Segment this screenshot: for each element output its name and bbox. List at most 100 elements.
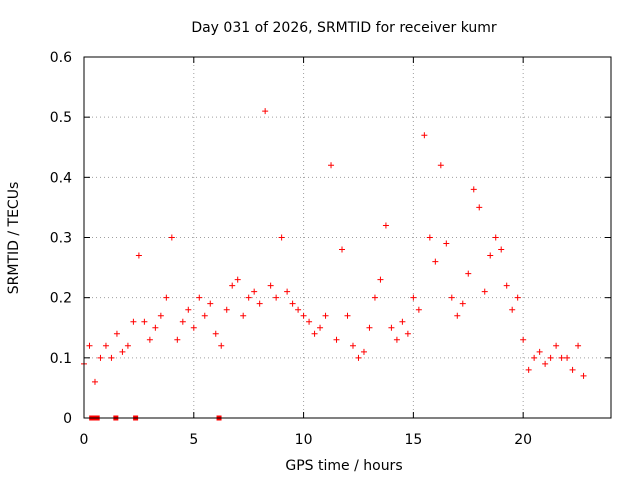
grid-lines xyxy=(84,57,611,418)
data-point xyxy=(377,276,384,283)
y-tick-label: 0.4 xyxy=(50,170,72,186)
y-tick-label: 0.6 xyxy=(50,50,72,66)
data-point xyxy=(465,270,472,277)
x-tick-label: 5 xyxy=(189,432,198,448)
data-point xyxy=(218,342,225,349)
data-point xyxy=(311,330,318,337)
data-point xyxy=(432,258,439,265)
data-point xyxy=(558,354,565,361)
data-point xyxy=(580,372,587,379)
y-tick-label: 0.3 xyxy=(50,231,72,247)
data-point xyxy=(262,108,269,115)
data-point xyxy=(575,342,582,349)
data-point xyxy=(531,354,538,361)
data-point xyxy=(157,312,164,319)
data-point xyxy=(196,294,203,301)
data-point xyxy=(240,312,247,319)
plot-frame xyxy=(83,56,612,419)
data-point xyxy=(102,342,109,349)
data-point xyxy=(498,246,505,253)
data-point xyxy=(234,276,241,283)
data-point xyxy=(212,330,219,337)
data-point xyxy=(536,348,543,355)
data-point xyxy=(130,318,137,325)
data-point xyxy=(141,318,148,325)
data-point xyxy=(355,354,362,361)
data-point xyxy=(256,300,263,307)
data-point xyxy=(344,312,351,319)
data-point xyxy=(113,330,120,337)
x-axis-label: GPS time / hours xyxy=(285,458,402,474)
data-point xyxy=(179,318,186,325)
data-point xyxy=(426,234,433,241)
data-point xyxy=(448,294,455,301)
data-point xyxy=(273,294,280,301)
data-point xyxy=(564,354,571,361)
data-point xyxy=(333,336,340,343)
data-point xyxy=(415,306,422,313)
chart-title: Day 031 of 2026, SRMTID for receiver kum… xyxy=(191,20,497,36)
data-point xyxy=(421,132,428,139)
data-point xyxy=(393,336,400,343)
data-point xyxy=(470,186,477,193)
data-point xyxy=(190,324,197,331)
data-point xyxy=(503,282,510,289)
axis-ticks: 0 0.1 0.2 0.3 0.4 0.5 0.6 0 5 10 15 20 xyxy=(50,50,611,448)
data-point xyxy=(278,234,285,241)
data-point xyxy=(542,360,549,367)
data-point xyxy=(481,288,488,295)
data-point xyxy=(360,348,367,355)
data-point xyxy=(185,306,192,313)
data-point xyxy=(569,366,576,373)
data-point xyxy=(306,318,313,325)
data-point xyxy=(553,342,560,349)
y-axis-label: SRMTID / TECUs xyxy=(6,182,22,295)
data-point xyxy=(509,306,516,313)
data-point xyxy=(201,312,208,319)
data-point xyxy=(404,330,411,337)
data-point xyxy=(86,342,93,349)
data-point xyxy=(388,324,395,331)
data-point xyxy=(124,342,131,349)
data-point xyxy=(366,324,373,331)
data-point xyxy=(525,366,532,373)
data-point xyxy=(245,294,252,301)
data-point xyxy=(459,300,466,307)
data-point xyxy=(317,324,324,331)
data-point xyxy=(146,336,153,343)
data-point xyxy=(223,306,230,313)
data-point xyxy=(174,336,181,343)
data-point xyxy=(371,294,378,301)
y-tick-label: 0.5 xyxy=(50,110,72,126)
data-point xyxy=(295,306,302,313)
data-point xyxy=(251,288,258,295)
data-point xyxy=(487,252,494,259)
x-tick-label: 0 xyxy=(80,432,89,448)
data-point xyxy=(207,300,214,307)
data-point xyxy=(547,354,554,361)
data-points xyxy=(81,108,587,421)
y-tick-label: 0 xyxy=(63,411,72,427)
data-point xyxy=(300,312,307,319)
data-point xyxy=(119,348,126,355)
data-point xyxy=(399,318,406,325)
data-point xyxy=(108,354,115,361)
data-point xyxy=(152,324,159,331)
data-point xyxy=(328,162,335,169)
y-tick-label: 0.1 xyxy=(50,351,72,367)
data-point xyxy=(168,234,175,241)
x-tick-label: 10 xyxy=(295,432,313,448)
data-point xyxy=(97,354,104,361)
data-point xyxy=(284,288,291,295)
x-tick-label: 15 xyxy=(404,432,422,448)
data-point xyxy=(91,378,98,385)
data-point xyxy=(135,252,142,259)
data-point xyxy=(476,204,483,211)
data-point xyxy=(443,240,450,247)
x-tick-label: 20 xyxy=(514,432,532,448)
data-point xyxy=(289,300,296,307)
data-point xyxy=(163,294,170,301)
data-point xyxy=(349,342,356,349)
data-point xyxy=(339,246,346,253)
